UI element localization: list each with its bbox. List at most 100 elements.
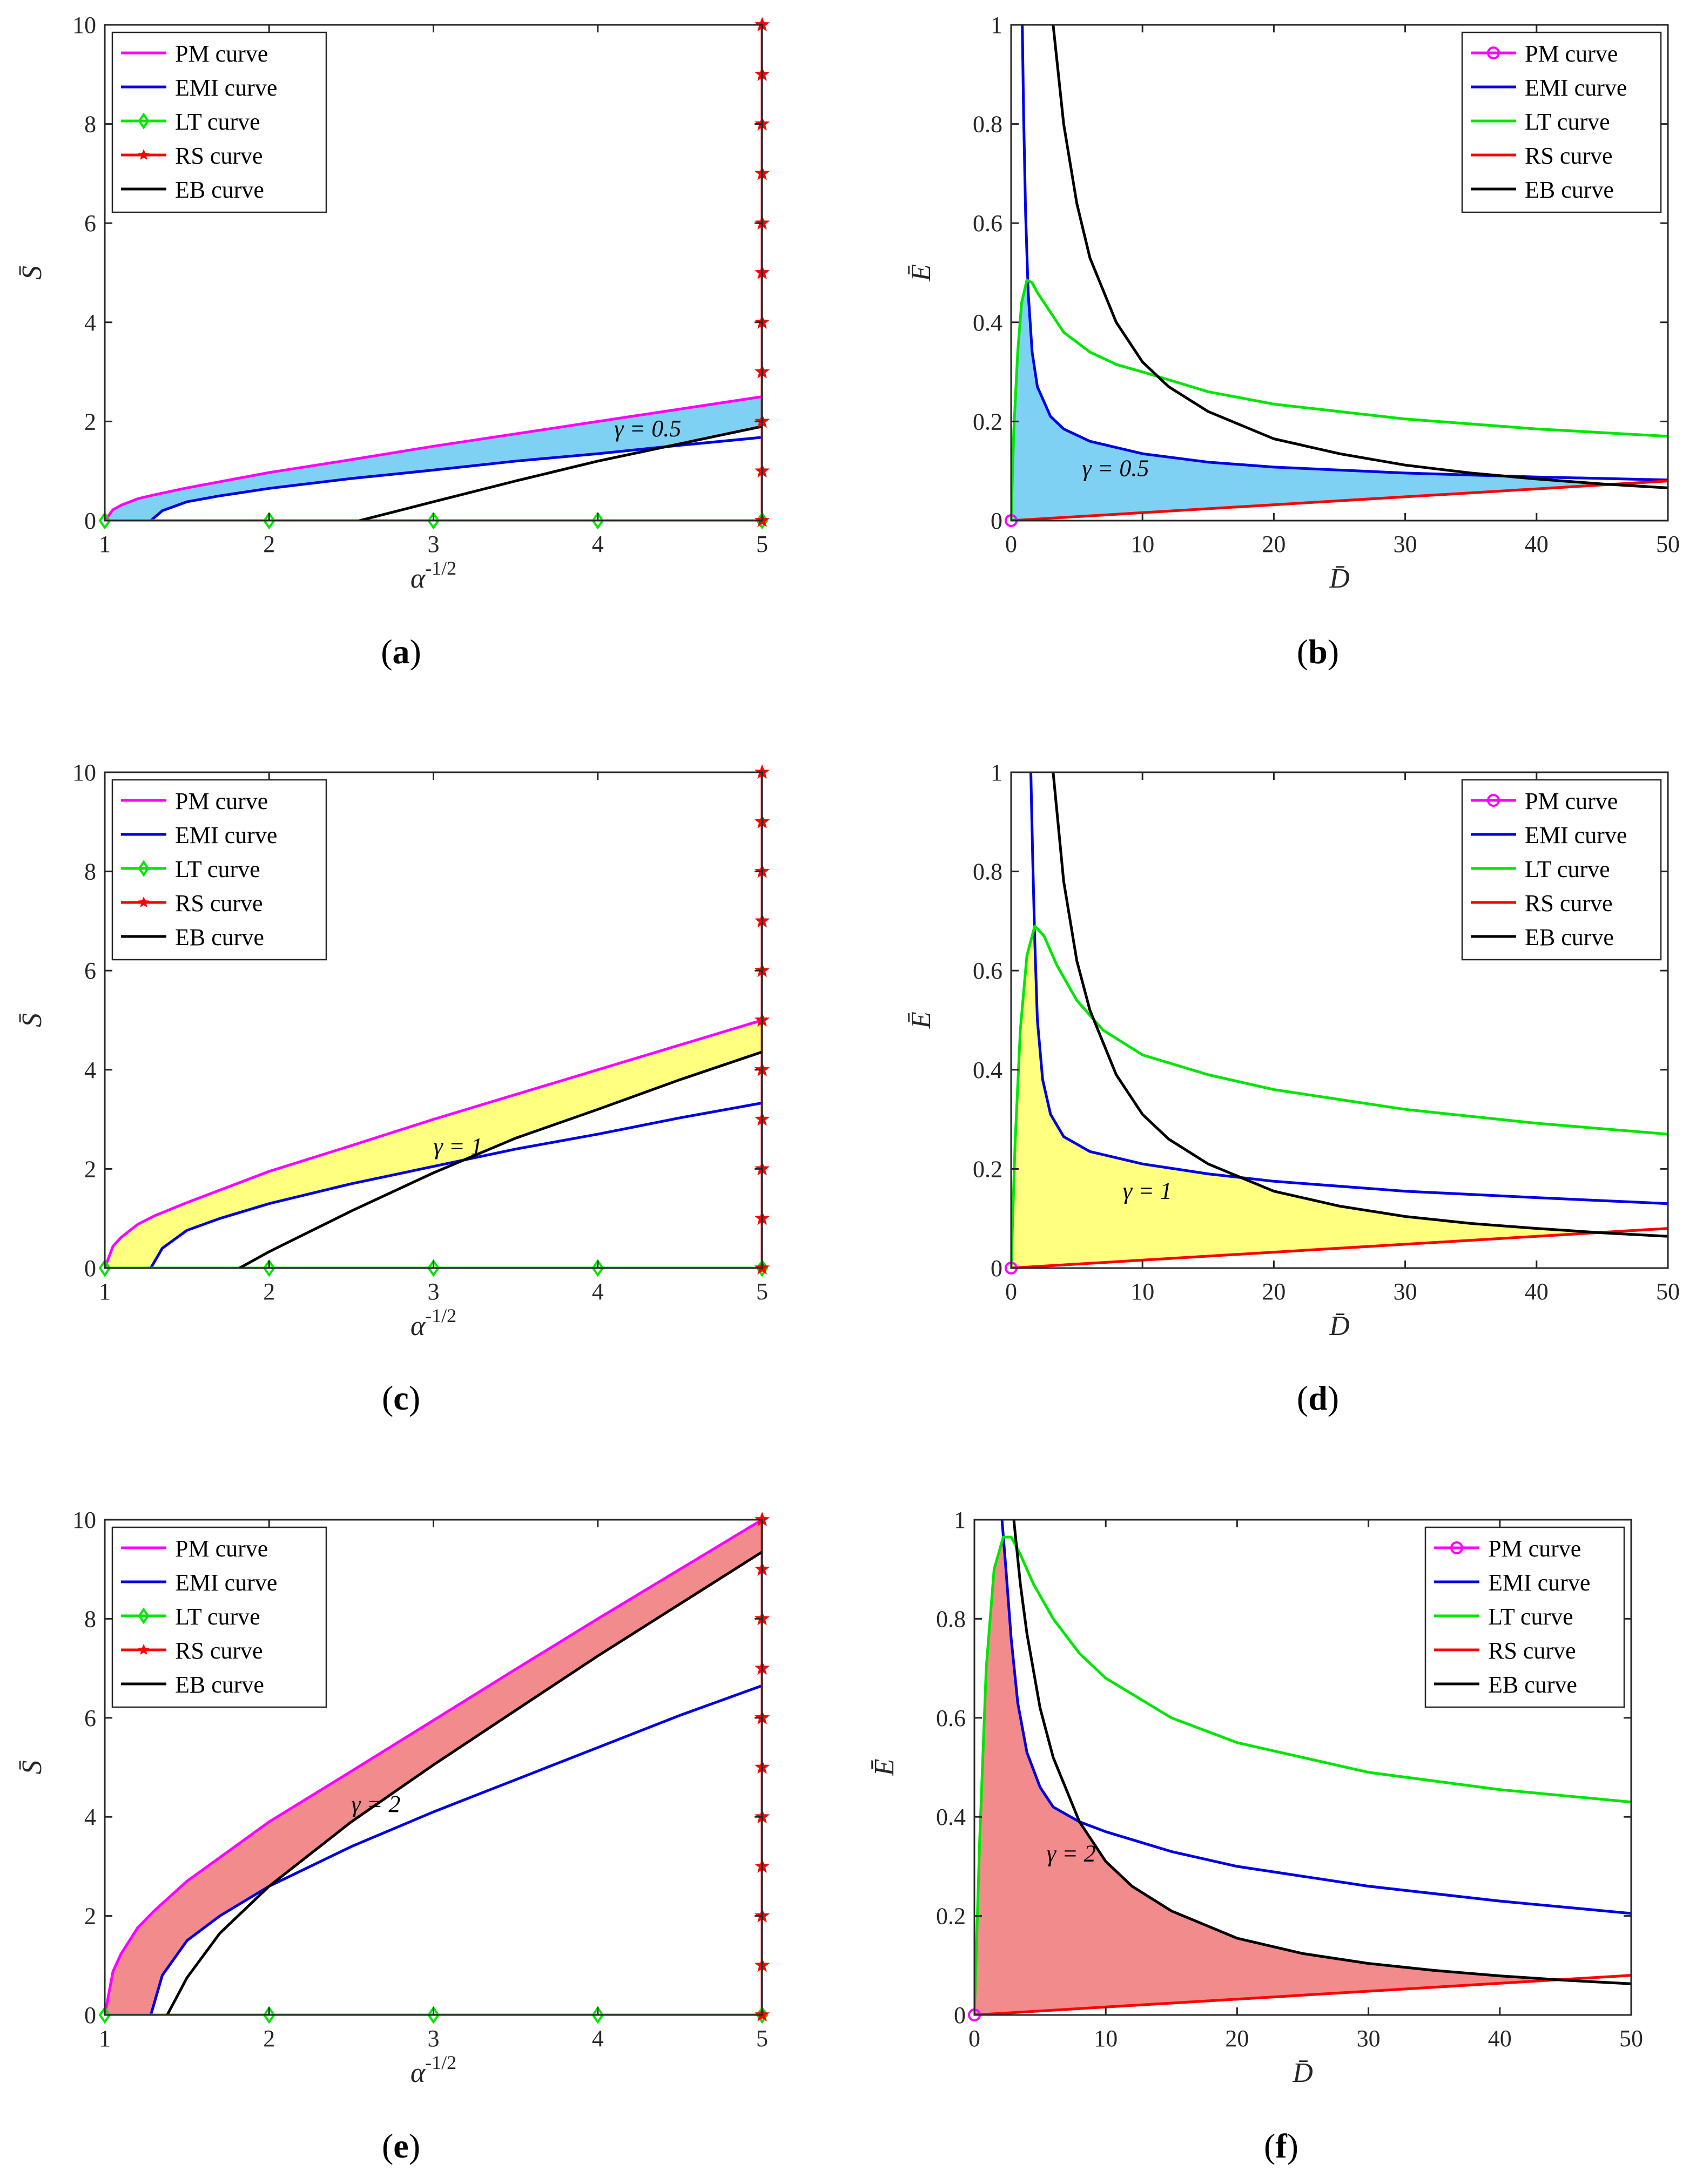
gamma-annotation: γ = 1	[1123, 1177, 1172, 1204]
x-tick-label: 4	[592, 2025, 604, 2052]
legend-label-rs: RS curve	[175, 143, 263, 169]
panel-label: (b)	[1297, 632, 1339, 671]
y-tick-label: 4	[84, 1057, 96, 1083]
lt-marker	[263, 2006, 275, 2024]
x-tick-label: 1	[99, 1278, 111, 1305]
legend: PM curve EMI curve LT curve RS curve EB curv…	[1424, 1526, 1625, 1708]
feasible-region	[1011, 282, 1668, 521]
y-axis-label: Ē	[906, 1012, 937, 1029]
y-tick-label: 0.2	[973, 408, 1002, 435]
legend-label-rs: RS curve	[175, 1637, 263, 1664]
x-tick-label: 30	[1394, 531, 1417, 557]
lt-marker	[98, 511, 111, 530]
lt-marker	[427, 511, 440, 530]
legend-marker-lt	[138, 112, 150, 130]
legend-label-emi: EMI curve	[175, 75, 277, 101]
eb-curve	[359, 425, 762, 521]
x-tick-label: 50	[1619, 2025, 1643, 2052]
legend: PM curve EMI curve LT curve RS curve EB curv…	[111, 779, 327, 961]
y-tick-label: 0	[84, 2002, 96, 2028]
gamma-annotation: γ = 2	[351, 1791, 400, 1817]
legend-label-emi: EMI curve	[1488, 1569, 1590, 1596]
panel-label: (d)	[1297, 1379, 1339, 1417]
feasible-region	[105, 1020, 762, 1268]
x-tick-label: 5	[756, 2025, 768, 2052]
rs-curve	[1011, 480, 1668, 521]
legend-label-eb: EB curve	[175, 1671, 264, 1698]
y-tick-label: 8	[84, 859, 96, 885]
y-tick-label: 0.2	[936, 1903, 966, 1930]
x-tick-label: 3	[428, 531, 440, 557]
emi-curve	[1029, 772, 1668, 1205]
y-axis-label: S̄	[17, 266, 48, 280]
legend-label-pm: PM curve	[1488, 1535, 1581, 1562]
gamma-annotation: γ = 2	[1047, 1841, 1096, 1867]
legend-label-lt: LT curve	[175, 856, 260, 882]
legend-label-eb: EB curve	[175, 177, 264, 203]
legend-label-lt: LT curve	[1525, 856, 1610, 882]
y-tick-label: 0	[991, 508, 1002, 534]
legend-label-lt: LT curve	[175, 109, 260, 135]
x-tick-label: 30	[1394, 1278, 1417, 1305]
x-tick-label: 3	[428, 1278, 440, 1305]
y-tick-label: 8	[84, 1606, 96, 1632]
x-axis-label: D̄	[1329, 1311, 1350, 1342]
legend-label-lt: LT curve	[1488, 1603, 1573, 1630]
legend-label-emi: EMI curve	[1525, 75, 1627, 101]
y-tick-label: 6	[84, 1705, 96, 1731]
lt-marker	[591, 2006, 604, 2024]
legend-label-emi: EMI curve	[175, 822, 277, 848]
y-tick-label: 0	[991, 1255, 1002, 1282]
legend-label-eb: EB curve	[1488, 1671, 1577, 1698]
pm-curve	[105, 1019, 762, 1268]
legend-label-pm: PM curve	[175, 41, 268, 67]
pm-curve	[105, 395, 762, 521]
x-tick-label: 0	[968, 2025, 980, 2052]
x-tick-label: 2	[263, 531, 275, 557]
legend-label-rs: RS curve	[1488, 1637, 1576, 1664]
y-tick-label: 0	[954, 2002, 966, 2028]
legend-label-eb: EB curve	[1525, 924, 1614, 951]
y-tick-label: 10	[72, 12, 96, 38]
x-tick-label: 10	[1094, 2025, 1118, 2052]
rs-curve	[1011, 1227, 1668, 1268]
y-tick-label: 0.4	[973, 309, 1002, 336]
rs-curve	[974, 1974, 1631, 2015]
emi-curve	[1000, 1520, 1631, 1915]
y-tick-label: 0	[84, 1255, 96, 1282]
legend: PM curve EMI curve LT curve RS curve EB curv…	[111, 31, 327, 213]
y-axis-label: S̄	[17, 1013, 48, 1027]
panel-a: 1 2 3 4 5 0 2 4 6 8 10 α-1/2 S̄ γ = 0.5 PM curve EMI cu…	[17, 12, 770, 671]
legend-marker-pm	[1487, 46, 1500, 59]
y-tick-label: 1	[991, 12, 1002, 38]
y-tick-label: 1	[954, 1507, 966, 1533]
y-tick-label: 0.6	[936, 1705, 966, 1731]
panel-label: (f)	[1264, 2127, 1298, 2165]
legend-label-eb: EB curve	[1525, 177, 1614, 203]
eb-curve	[239, 1050, 762, 1268]
lt-curve	[1011, 279, 1668, 521]
legend-marker-rs	[138, 896, 150, 907]
y-tick-label: 0.6	[973, 958, 1002, 984]
legend-label-emi: EMI curve	[1525, 822, 1627, 848]
panel-f: 0 10 20 30 40 50 0 0.2 0.4 0.6 0.8 1 D̄ Ēγ = 2 PM curv…	[869, 1507, 1643, 2165]
lt-curve	[1011, 925, 1668, 1268]
y-axis-label: Ē	[869, 1759, 900, 1777]
y-tick-label: 6	[84, 958, 96, 984]
x-tick-label: 0	[1005, 1278, 1017, 1305]
feasible-region	[105, 396, 762, 521]
panel-d: 0 10 20 30 40 50 0 0.2 0.4 0.6 0.8 1 D̄ Ēγ = 1 PM curv…	[906, 759, 1680, 1417]
x-axis-label: α-1/2	[410, 1305, 456, 1342]
x-tick-label: 20	[1225, 2025, 1249, 2052]
x-axis-label: D̄	[1329, 563, 1350, 594]
lt-marker	[427, 1259, 440, 1277]
feasible-region	[1011, 932, 1668, 1268]
legend-label-pm: PM curve	[175, 788, 268, 814]
x-tick-label: 5	[756, 1278, 768, 1305]
axes-box	[1010, 771, 1669, 1269]
y-tick-label: 1	[991, 759, 1002, 786]
x-tick-label: 40	[1488, 2025, 1512, 2052]
lt-marker	[98, 2006, 111, 2024]
lt-marker	[263, 511, 275, 530]
x-axis-label: α-1/2	[410, 557, 456, 594]
